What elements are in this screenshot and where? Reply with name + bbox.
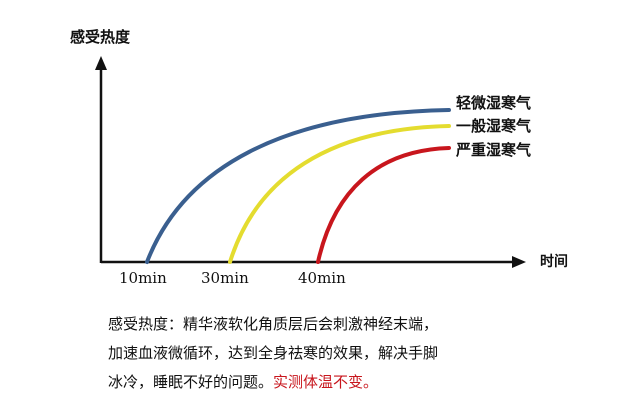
description-line-2: 加速血液微循环，达到全身祛寒的效果，解决手脚 (108, 344, 439, 362)
x-tick-label-10min: 10min (119, 269, 167, 287)
x-tick-label-30min: 30min (201, 269, 249, 287)
series-line-severe (316, 146, 451, 264)
x-axis-arrow-icon (512, 256, 526, 268)
description-line-3-text: 冰冷，睡眠不好的问题。 (108, 373, 274, 391)
chart: 感受热度 时间 10min 30min 40min 轻微湿寒气 一般湿寒气 严重… (70, 28, 568, 287)
description: 感受热度：精华液软化角质层后会刺激神经末端， 加速血液微循环，达到全身祛寒的效果… (108, 310, 568, 397)
series-label-mild: 轻微湿寒气 (456, 94, 531, 112)
series-line-moderate (228, 124, 451, 264)
y-axis-label: 感受热度 (70, 28, 131, 46)
series-label-moderate: 一般湿寒气 (456, 117, 531, 135)
series-line-mild (145, 108, 451, 264)
description-highlight: 实测体温不变。 (273, 373, 379, 391)
y-axis-arrow-icon (95, 56, 107, 70)
x-tick-label-40min: 40min (298, 269, 346, 287)
x-axis-label: 时间 (540, 253, 568, 270)
series-label-severe: 严重湿寒气 (455, 141, 531, 159)
description-line-3: 冰冷，睡眠不好的问题。实测体温不变。 (108, 368, 568, 397)
description-line-1: 感受热度：精华液软化角质层后会刺激神经末端， (108, 315, 439, 333)
